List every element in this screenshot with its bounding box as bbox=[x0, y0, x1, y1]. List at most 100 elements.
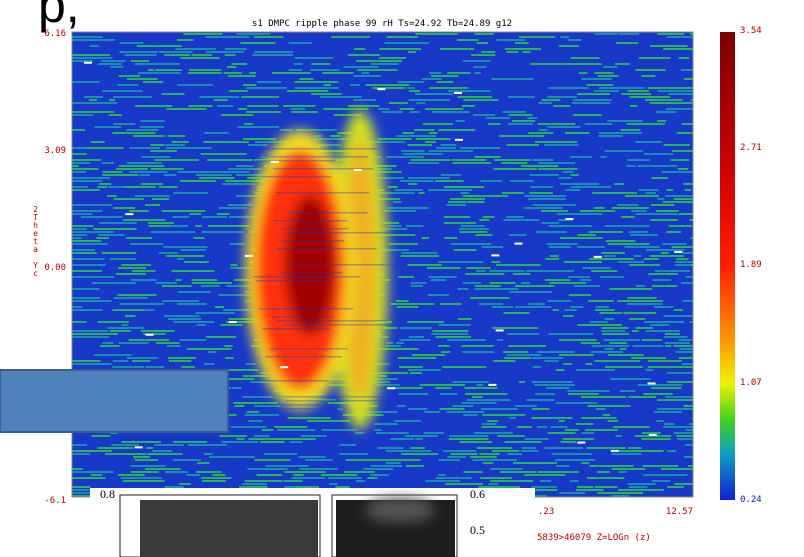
texture bbox=[350, 84, 360, 86]
texture bbox=[162, 93, 185, 95]
texture bbox=[565, 429, 579, 431]
texture bbox=[135, 459, 158, 461]
texture bbox=[408, 144, 432, 146]
texture bbox=[631, 357, 666, 359]
texture bbox=[225, 54, 236, 56]
texture bbox=[323, 108, 368, 110]
texture bbox=[568, 276, 590, 278]
texture bbox=[509, 234, 527, 236]
texture bbox=[72, 468, 83, 470]
texture bbox=[90, 45, 99, 47]
texture bbox=[118, 474, 145, 476]
texture bbox=[72, 321, 86, 323]
texture bbox=[505, 441, 542, 443]
texture bbox=[390, 438, 414, 440]
texture bbox=[99, 183, 111, 185]
texture bbox=[544, 360, 558, 362]
texture bbox=[118, 267, 146, 269]
texture bbox=[273, 408, 345, 410]
texture bbox=[343, 66, 378, 68]
texture bbox=[524, 207, 563, 209]
texture bbox=[629, 231, 648, 233]
texture bbox=[652, 285, 677, 287]
texture bbox=[645, 192, 655, 194]
texture bbox=[591, 270, 617, 272]
texture bbox=[177, 171, 221, 173]
texture bbox=[542, 222, 560, 224]
texture bbox=[672, 150, 695, 152]
texture bbox=[479, 303, 503, 305]
texture bbox=[180, 57, 219, 59]
texture bbox=[228, 168, 261, 170]
texture bbox=[196, 174, 232, 176]
texture bbox=[621, 93, 651, 95]
texture bbox=[532, 381, 573, 383]
texture bbox=[102, 342, 113, 344]
texture bbox=[416, 102, 425, 104]
texture bbox=[538, 162, 575, 164]
texture bbox=[328, 477, 362, 479]
texture bbox=[475, 285, 501, 287]
texture bbox=[91, 435, 109, 437]
texture bbox=[122, 441, 162, 443]
texture bbox=[655, 111, 676, 113]
texture bbox=[432, 111, 470, 113]
texture bbox=[481, 51, 495, 53]
texture bbox=[72, 228, 87, 230]
texture bbox=[632, 330, 638, 332]
texture bbox=[329, 483, 338, 485]
texture bbox=[173, 192, 208, 194]
texture bbox=[667, 381, 703, 383]
texture bbox=[107, 195, 117, 197]
texture bbox=[616, 435, 622, 437]
texture bbox=[589, 231, 623, 233]
texture bbox=[621, 216, 634, 218]
texture bbox=[243, 138, 276, 140]
texture bbox=[474, 432, 513, 434]
texture bbox=[533, 366, 541, 368]
texture bbox=[227, 66, 237, 68]
texture bbox=[636, 213, 678, 215]
texture bbox=[681, 282, 715, 284]
texture bbox=[594, 256, 602, 258]
texture bbox=[152, 450, 172, 452]
texture bbox=[562, 63, 602, 65]
texture bbox=[488, 123, 501, 125]
texture bbox=[148, 222, 174, 224]
texture bbox=[502, 192, 524, 194]
texture bbox=[108, 327, 144, 329]
texture bbox=[72, 210, 102, 212]
texture bbox=[150, 150, 177, 152]
texture bbox=[141, 156, 170, 158]
texture bbox=[199, 96, 239, 98]
texture bbox=[424, 432, 444, 434]
texture bbox=[72, 240, 101, 242]
y-tick-label: -6.1 bbox=[44, 496, 66, 506]
texture bbox=[206, 336, 237, 338]
texture bbox=[116, 273, 146, 275]
texture bbox=[630, 105, 637, 107]
texture bbox=[72, 111, 114, 113]
texture bbox=[526, 270, 538, 272]
texture bbox=[467, 399, 510, 401]
texture bbox=[228, 75, 256, 77]
texture bbox=[538, 123, 575, 125]
texture bbox=[549, 246, 570, 248]
texture bbox=[162, 300, 199, 302]
texture bbox=[283, 105, 315, 107]
texture bbox=[271, 438, 316, 440]
screen: p, s1 DMPC ripple phase 99 rH Ts=24.92 T… bbox=[0, 0, 804, 557]
texture bbox=[482, 423, 497, 425]
texture bbox=[482, 246, 504, 248]
texture bbox=[131, 471, 159, 473]
texture bbox=[72, 162, 91, 164]
texture bbox=[508, 96, 535, 98]
texture bbox=[132, 270, 155, 272]
texture bbox=[202, 480, 226, 482]
texture bbox=[557, 213, 602, 215]
texture bbox=[246, 363, 256, 365]
texture bbox=[189, 69, 221, 71]
texture bbox=[560, 183, 599, 185]
texture bbox=[481, 408, 518, 410]
texture bbox=[72, 171, 86, 173]
